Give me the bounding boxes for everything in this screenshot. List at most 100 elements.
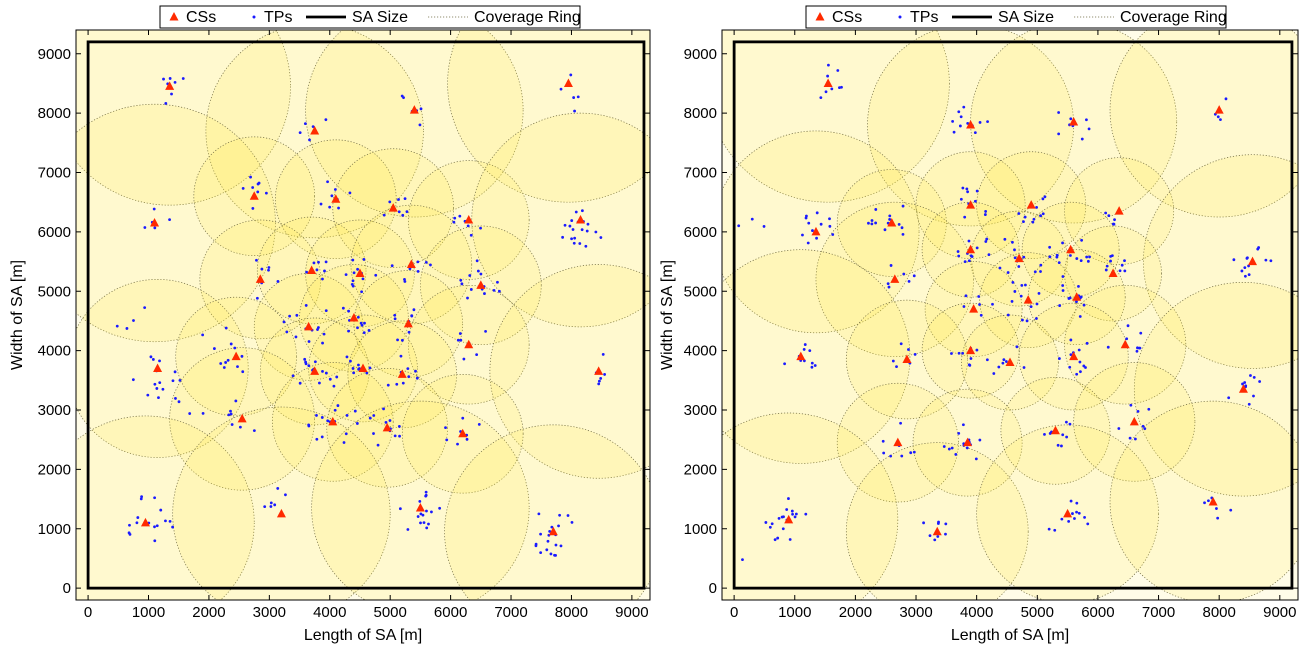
- y-tick-label: 2000: [684, 461, 717, 478]
- tp-point: [975, 246, 979, 250]
- tp-point: [333, 188, 337, 191]
- tp-point: [978, 303, 981, 306]
- tp-point: [768, 525, 772, 529]
- tp-point: [897, 222, 901, 226]
- tp-point: [870, 222, 874, 226]
- tp-point: [1043, 432, 1046, 436]
- tp-point: [883, 228, 887, 232]
- tp-point: [1069, 353, 1073, 357]
- tp-point: [964, 294, 968, 298]
- tp-point: [372, 414, 376, 417]
- tp-point: [991, 302, 994, 306]
- tp-point: [1056, 443, 1060, 447]
- tp-point: [427, 522, 430, 526]
- tp-point: [386, 383, 390, 387]
- tp-point: [344, 273, 348, 277]
- tp-point: [1001, 361, 1005, 365]
- cs-marker: [893, 437, 903, 447]
- tp-point: [168, 218, 171, 222]
- coverage-ring: [1109, 400, 1298, 600]
- tp-point: [131, 378, 135, 382]
- tp-point: [1011, 240, 1014, 244]
- tp-point: [992, 372, 996, 375]
- tp-point: [1022, 366, 1026, 369]
- tp-point: [1252, 394, 1255, 398]
- tp-point: [458, 332, 462, 335]
- tp-point: [888, 217, 892, 221]
- tp-point: [342, 441, 346, 444]
- tp-point: [1069, 254, 1072, 257]
- tp-point: [888, 214, 892, 218]
- tp-point: [255, 258, 258, 262]
- tp-point: [987, 253, 991, 257]
- tp-point: [1129, 403, 1133, 407]
- tp-point: [1061, 284, 1065, 287]
- tp-point: [348, 191, 352, 195]
- tp-point: [573, 236, 577, 240]
- tp-point: [1216, 516, 1220, 520]
- tp-point: [548, 529, 552, 533]
- tp-point: [1069, 499, 1073, 503]
- tp-point: [406, 528, 410, 531]
- tp-point: [828, 224, 832, 228]
- tp-point: [1029, 305, 1033, 309]
- tp-point: [356, 267, 359, 271]
- cs-marker: [594, 366, 604, 375]
- tp-point: [453, 216, 457, 220]
- cs-marker: [237, 413, 247, 423]
- tp-point: [907, 348, 910, 351]
- tp-point: [973, 131, 977, 135]
- y-tick-label: 5000: [684, 283, 717, 300]
- tp-point: [337, 206, 340, 210]
- tp-point: [201, 333, 205, 337]
- cs-marker: [1114, 206, 1124, 215]
- tp-point: [317, 260, 320, 264]
- tp-point: [397, 210, 401, 214]
- tp-point: [132, 319, 135, 322]
- tp-point: [966, 190, 970, 194]
- tp-point: [1039, 263, 1043, 267]
- tp-point: [229, 412, 233, 416]
- tp-point: [162, 77, 165, 81]
- tp-point: [229, 342, 233, 346]
- y-axis-label: Width of SA [m]: [9, 260, 26, 370]
- tp-point: [886, 282, 890, 286]
- tp-point: [269, 501, 273, 505]
- chart-panel-right: 0 1000 2000 3000 4000 5000 6000 7000 8000 9000 0 10…: [650, 0, 1309, 652]
- tp-point: [230, 423, 234, 426]
- tp-point: [1061, 275, 1065, 278]
- tp-point: [1013, 248, 1016, 252]
- tp-point: [956, 250, 960, 253]
- tp-point: [1249, 374, 1252, 377]
- tp-point: [305, 270, 308, 274]
- tp-point: [986, 120, 989, 124]
- tp-point: [303, 357, 307, 361]
- tp-point: [1138, 346, 1141, 350]
- tp-point: [153, 525, 156, 529]
- tp-point: [578, 242, 582, 245]
- cs-marker: [887, 217, 897, 227]
- tp-point: [353, 409, 357, 413]
- tp-point: [403, 197, 407, 201]
- tp-point: [1079, 370, 1082, 374]
- tp-point: [1069, 338, 1073, 342]
- tp-point: [572, 96, 576, 99]
- legend-label-sa-size: SA Size: [998, 9, 1054, 26]
- tp-point: [171, 379, 175, 383]
- tp-point: [970, 255, 974, 258]
- tp-point: [257, 181, 261, 185]
- tp-point: [402, 96, 405, 100]
- tp-point: [479, 226, 482, 230]
- tp-point: [328, 205, 332, 209]
- tp-point: [201, 411, 205, 415]
- tp-point: [1019, 294, 1023, 298]
- tp-point: [895, 365, 898, 369]
- tp-point: [415, 376, 419, 380]
- tp-point: [571, 228, 575, 231]
- tp-point: [282, 320, 286, 324]
- tp-point: [1125, 337, 1129, 341]
- tp-point: [365, 371, 369, 375]
- tp-point: [140, 495, 144, 499]
- tp-point: [902, 272, 906, 276]
- tp-point: [469, 288, 473, 291]
